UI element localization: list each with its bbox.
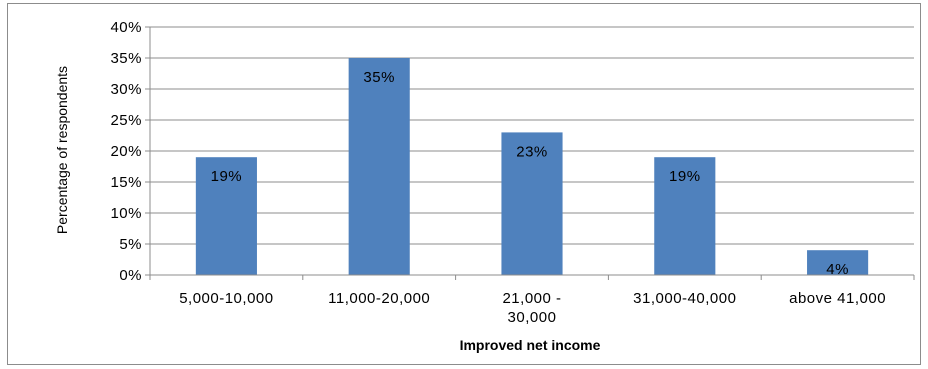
x-tick-label: 5,000-10,000: [179, 290, 273, 307]
data-label: 19%: [669, 168, 701, 185]
x-tick-label: above 41,000: [789, 290, 886, 307]
x-tick-label: 11,000-20,000: [328, 290, 430, 307]
gridlines: [150, 26, 914, 245]
data-label: 19%: [211, 168, 243, 185]
y-axis-label: Percentage of respondents: [54, 66, 70, 234]
bar: [654, 157, 716, 275]
data-label: 35%: [363, 69, 395, 86]
data-label: 4%: [826, 261, 849, 278]
chart-frame: [7, 3, 921, 365]
y-tick-label: 10%: [110, 205, 142, 222]
data-labels: 19% 35% 23% 19% 4%: [211, 69, 849, 278]
bar: [807, 250, 869, 275]
y-tick-label: 35%: [110, 50, 142, 67]
x-axis-categories: 5,000-10,000 11,000-20,000 21,000 -30,000 3…: [179, 290, 886, 326]
y-tick-label: 15%: [110, 174, 142, 191]
y-tick-label: 40%: [110, 19, 142, 36]
bar: [348, 58, 410, 275]
x-tick-label: 31,000-40,000: [633, 290, 736, 307]
bar: [501, 132, 563, 275]
y-tick-label: 25%: [110, 112, 142, 129]
y-tick-label: 20%: [110, 143, 142, 160]
data-label: 23%: [516, 143, 548, 160]
y-tick-label: 0%: [119, 267, 142, 284]
y-axis-ticks: 0% 5% 10% 15% 20% 25% 30% 35% 40%: [110, 19, 150, 284]
x-tick-label: 21,000 -30,000: [502, 290, 561, 326]
bar: [195, 157, 257, 275]
axes: [149, 27, 915, 280]
y-tick-label: 30%: [110, 81, 142, 98]
bars: [195, 58, 869, 275]
y-tick-label: 5%: [119, 236, 142, 253]
x-axis-label: Improved net income: [460, 337, 601, 353]
